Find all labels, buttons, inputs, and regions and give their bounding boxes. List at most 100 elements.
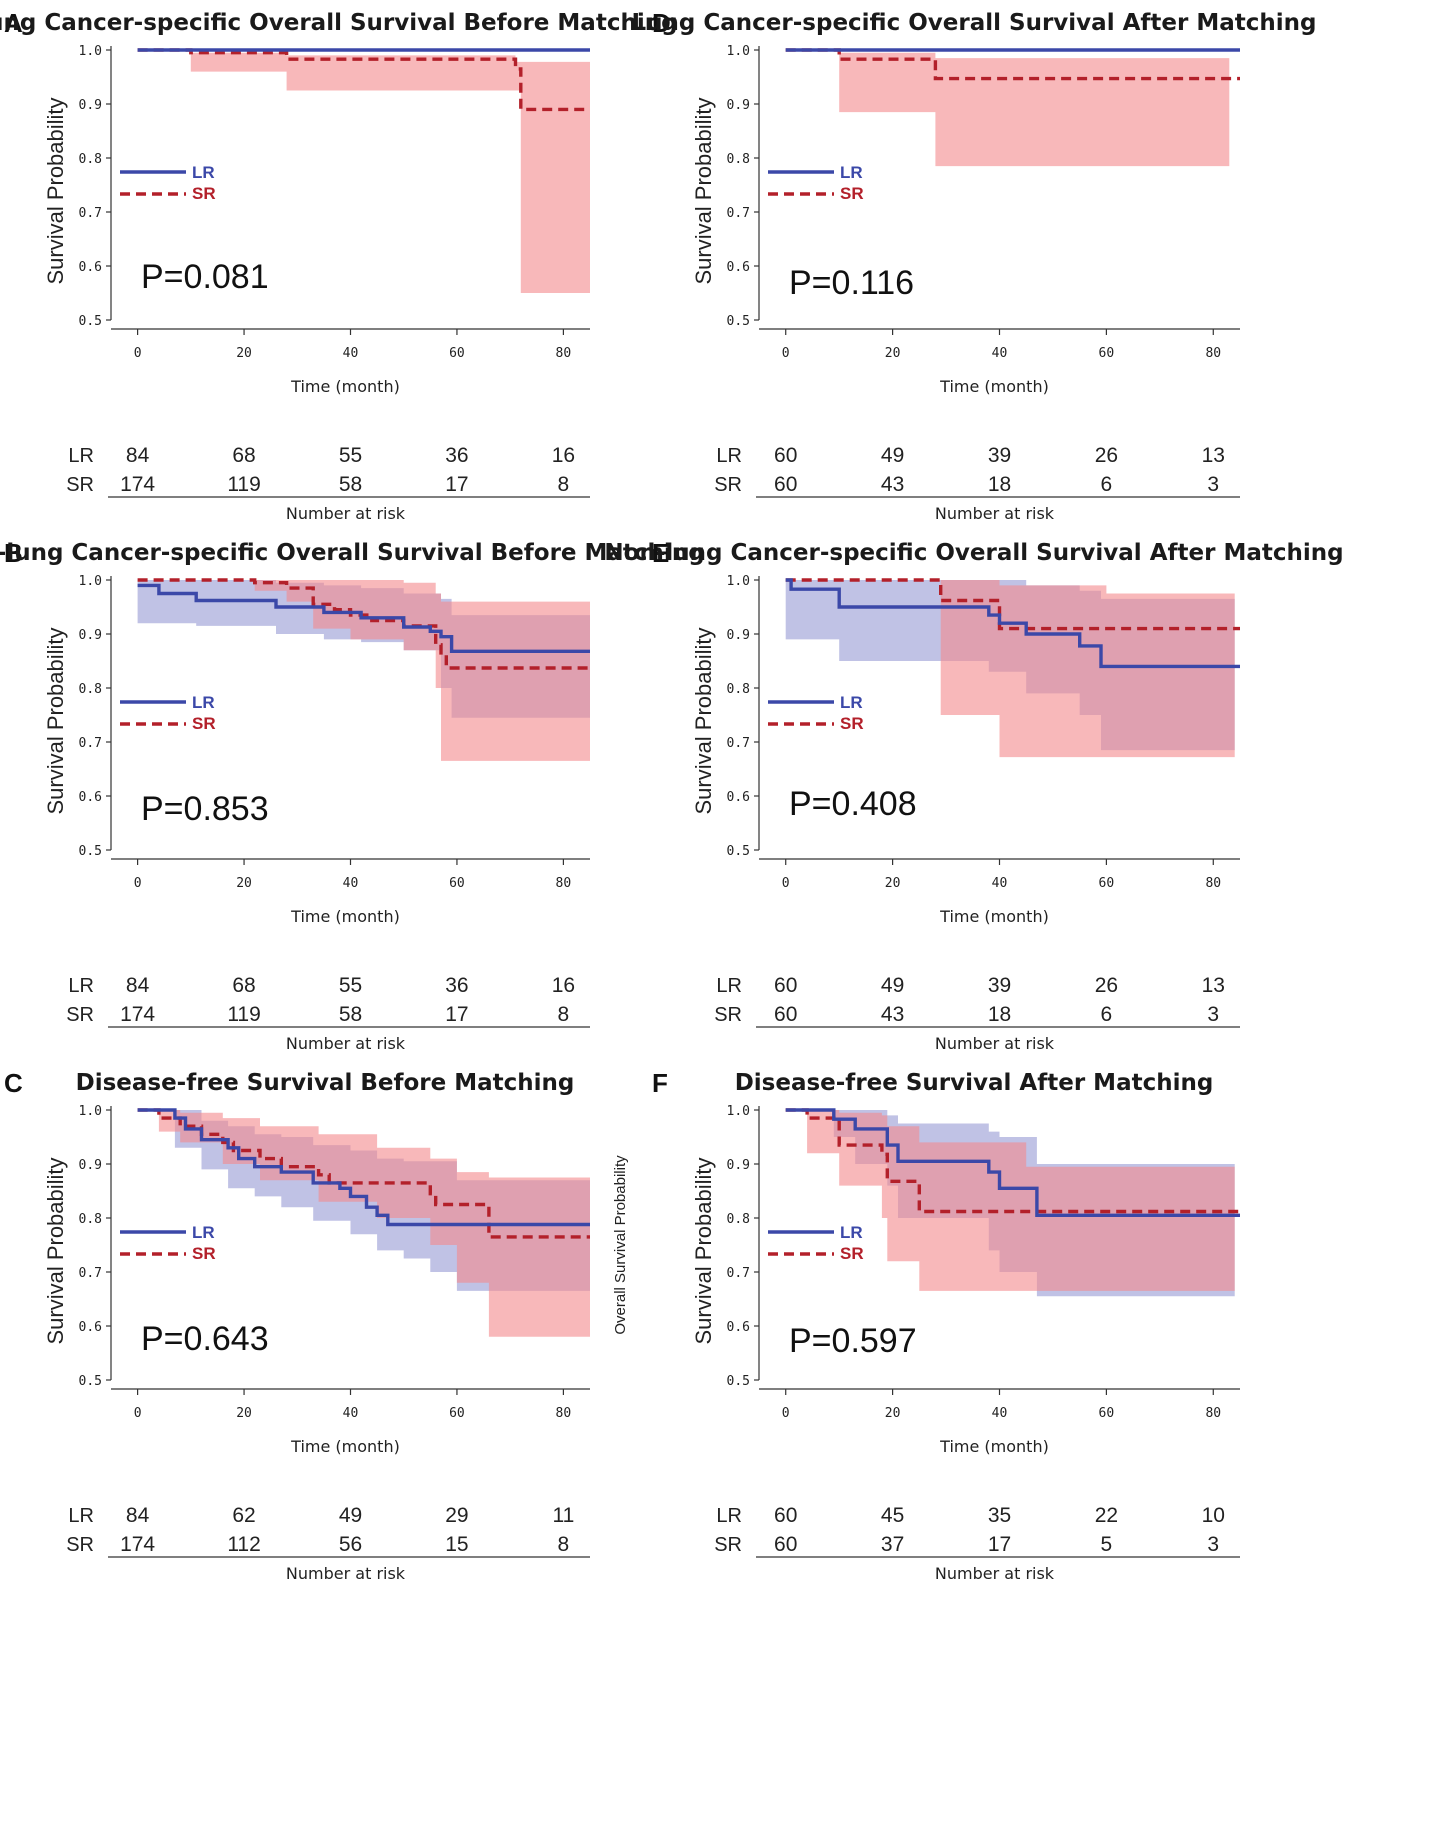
- y-tick-label: 0.7: [79, 206, 102, 221]
- chart-title: Non-lung Cancer-specific Overall Surviva…: [604, 540, 1343, 566]
- y-tick-label: 0.5: [727, 844, 750, 859]
- x-tick-label: 20: [236, 1406, 252, 1421]
- risk-value: 16: [552, 974, 575, 997]
- risk-row-label: LR: [68, 975, 94, 997]
- risk-value: 84: [126, 1504, 150, 1527]
- x-axis-label: Time (month): [290, 907, 400, 926]
- chart-title: Non-lung Cancer-specific Overall Surviva…: [0, 540, 705, 566]
- stray-axis-label: Overall Survival Probability: [612, 1155, 629, 1335]
- risk-value: 49: [881, 974, 904, 997]
- risk-row-label: SR: [714, 474, 742, 496]
- risk-value: 62: [232, 1504, 255, 1527]
- ci-band-sr: [137, 580, 590, 761]
- risk-value: 5: [1101, 1533, 1113, 1556]
- y-tick-label: 0.7: [79, 736, 102, 751]
- risk-value: 43: [881, 1003, 904, 1026]
- risk-value: 84: [126, 974, 150, 997]
- x-tick-label: 60: [1099, 346, 1115, 361]
- y-tick-label: 0.5: [727, 1374, 750, 1389]
- x-tick-label: 60: [1099, 876, 1115, 891]
- y-tick-label: 0.8: [727, 1212, 750, 1227]
- p-value: P=0.597: [789, 1322, 917, 1360]
- risk-value: 26: [1095, 444, 1118, 467]
- risk-value: 36: [445, 444, 468, 467]
- y-tick-label: 0.9: [727, 1158, 750, 1173]
- y-tick-label: 0.8: [79, 1212, 102, 1227]
- y-axis-label: Survival Probability: [691, 97, 716, 284]
- panel-letter: E: [652, 538, 669, 568]
- risk-value: 43: [881, 473, 904, 496]
- x-tick-label: 40: [343, 1406, 359, 1421]
- legend-label-sr: SR: [840, 714, 864, 733]
- risk-table-caption: Number at risk: [935, 504, 1055, 523]
- p-value: P=0.408: [789, 785, 917, 823]
- x-tick-label: 0: [782, 346, 790, 361]
- x-tick-label: 40: [992, 1406, 1008, 1421]
- legend-label-lr: LR: [192, 1223, 215, 1242]
- y-tick-label: 0.7: [727, 206, 750, 221]
- legend-label-sr: SR: [840, 1244, 864, 1263]
- y-axis-label: Survival Probability: [43, 627, 68, 814]
- risk-table-caption: Number at risk: [286, 1564, 406, 1583]
- risk-table-caption: Number at risk: [935, 1034, 1055, 1053]
- y-tick-label: 0.8: [79, 152, 102, 167]
- risk-value: 174: [120, 473, 155, 496]
- km-curve-lr: [137, 1108, 590, 1227]
- x-tick-label: 80: [556, 346, 572, 361]
- risk-value: 84: [126, 444, 150, 467]
- y-tick-label: 0.7: [727, 1266, 750, 1281]
- p-value: P=0.643: [141, 1320, 269, 1358]
- y-tick-label: 0.5: [79, 844, 102, 859]
- risk-value: 6: [1101, 473, 1113, 496]
- risk-table-caption: Number at risk: [286, 1034, 406, 1053]
- risk-value: 8: [558, 1533, 570, 1556]
- panel-letter: C: [4, 1068, 23, 1098]
- x-tick-label: 80: [1205, 1406, 1221, 1421]
- x-axis-label: Time (month): [939, 1437, 1049, 1456]
- risk-value: 39: [988, 444, 1011, 467]
- risk-value: 60: [774, 444, 797, 467]
- y-tick-label: 0.6: [727, 790, 750, 805]
- risk-value: 119: [227, 473, 260, 496]
- x-axis-label: Time (month): [939, 377, 1049, 396]
- x-tick-label: 60: [449, 346, 465, 361]
- x-tick-label: 40: [343, 346, 359, 361]
- x-axis-label: Time (month): [290, 377, 400, 396]
- y-tick-label: 0.5: [79, 1374, 102, 1389]
- risk-row-label: LR: [68, 1505, 94, 1527]
- legend-label-sr: SR: [192, 184, 216, 203]
- risk-value: 174: [120, 1003, 155, 1026]
- risk-value: 60: [774, 473, 797, 496]
- y-tick-label: 0.9: [727, 628, 750, 643]
- ci-band-sr: [785, 50, 1230, 167]
- x-tick-label: 20: [236, 346, 252, 361]
- risk-value: 35: [988, 1504, 1011, 1527]
- risk-table-caption: Number at risk: [935, 1564, 1055, 1583]
- y-tick-label: 0.9: [79, 98, 102, 113]
- risk-value: 17: [988, 1533, 1011, 1556]
- ci-band-sr: [137, 1110, 590, 1337]
- risk-value: 8: [558, 1003, 570, 1026]
- legend-label-lr: LR: [192, 693, 215, 712]
- risk-value: 112: [227, 1533, 260, 1556]
- chart-title: Disease-free Survival Before Matching: [76, 1070, 575, 1096]
- km-curve-sr: [785, 578, 1240, 631]
- y-axis-label: Survival Probability: [43, 1157, 68, 1344]
- y-tick-label: 1.0: [727, 574, 750, 589]
- risk-value: 60: [774, 1003, 797, 1026]
- y-tick-label: 1.0: [79, 1104, 102, 1119]
- risk-value: 18: [988, 1003, 1011, 1026]
- x-tick-label: 0: [782, 876, 790, 891]
- x-tick-label: 0: [134, 1406, 142, 1421]
- x-tick-label: 80: [1205, 876, 1221, 891]
- y-tick-label: 0.9: [79, 1158, 102, 1173]
- y-tick-label: 0.6: [727, 1320, 750, 1335]
- km-curve-sr: [137, 1108, 590, 1239]
- legend-label-sr: SR: [192, 714, 216, 733]
- y-tick-label: 1.0: [79, 574, 102, 589]
- risk-value: 8: [558, 473, 570, 496]
